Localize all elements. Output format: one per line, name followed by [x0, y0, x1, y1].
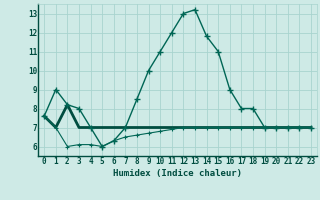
X-axis label: Humidex (Indice chaleur): Humidex (Indice chaleur): [113, 169, 242, 178]
